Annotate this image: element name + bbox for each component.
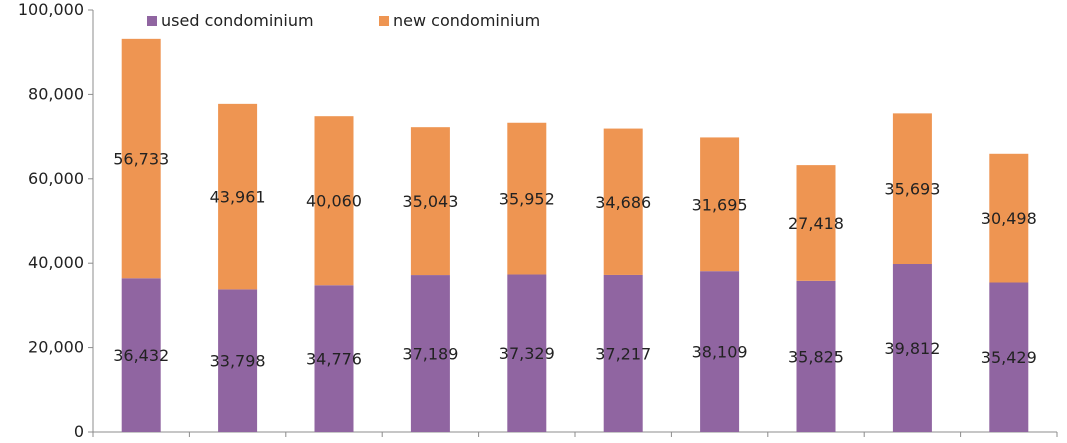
bar-new-condominium	[314, 116, 354, 286]
bar-new-condominium	[603, 128, 643, 275]
legend-swatch	[379, 16, 389, 26]
bar-used-condominium	[218, 289, 258, 432]
data-label-new-condominium: 40,060	[306, 192, 362, 211]
data-label-new-condominium: 31,695	[692, 195, 748, 214]
bar-new-condominium	[121, 38, 161, 279]
data-label-used-condominium: 34,776	[306, 350, 362, 369]
bar-used-condominium	[989, 282, 1029, 432]
bar-used-condominium	[121, 278, 161, 432]
bar-used-condominium	[892, 263, 932, 432]
x-axis	[92, 431, 1058, 437]
bar-used-condominium	[314, 285, 354, 432]
data-label-new-condominium: 35,043	[402, 192, 458, 211]
y-tick-label: 100,000	[18, 0, 84, 19]
bar-new-condominium	[700, 137, 740, 272]
data-label-used-condominium: 35,429	[981, 348, 1037, 367]
data-label-used-condominium: 37,189	[402, 345, 458, 364]
legend-item: new condominium	[379, 11, 540, 30]
y-tick-label: 60,000	[28, 169, 84, 188]
legend-item: used condominium	[147, 11, 314, 30]
y-tick-label: 20,000	[28, 338, 84, 357]
data-label-new-condominium: 35,952	[499, 190, 555, 209]
data-label-new-condominium: 43,961	[210, 188, 266, 207]
data-label-new-condominium: 56,733	[113, 150, 169, 169]
y-axis: 0 20,000 40,000 60,000 80,000 100,000	[18, 0, 94, 441]
data-label-used-condominium: 36,432	[113, 346, 169, 365]
legend-swatch	[147, 16, 157, 26]
y-tick-label: 0	[74, 422, 84, 441]
bar-new-condominium	[507, 122, 547, 275]
bar-new-condominium	[989, 153, 1029, 283]
data-label-used-condominium: 37,329	[499, 344, 555, 363]
data-label-new-condominium: 30,498	[981, 209, 1037, 228]
bar-new-condominium	[796, 165, 836, 281]
data-label-used-condominium: 38,109	[692, 343, 748, 362]
data-label-new-condominium: 35,693	[884, 180, 940, 199]
bars	[121, 38, 1029, 432]
bar-new-condominium	[410, 127, 450, 276]
data-label-new-condominium: 34,686	[595, 193, 651, 212]
bar-new-condominium	[892, 113, 932, 264]
data-label-used-condominium: 37,217	[595, 344, 651, 363]
legend-label: new condominium	[393, 11, 540, 30]
data-label-used-condominium: 39,812	[884, 339, 940, 358]
data-label-used-condominium: 33,798	[210, 352, 266, 371]
data-label-used-condominium: 35,825	[788, 347, 844, 366]
bar-new-condominium	[218, 103, 258, 290]
bar-used-condominium	[410, 275, 450, 432]
legend-label: used condominium	[161, 11, 314, 30]
bar-used-condominium	[603, 274, 643, 432]
bar-used-condominium	[700, 271, 740, 432]
bar-used-condominium	[507, 274, 547, 432]
y-tick-label: 40,000	[28, 253, 84, 272]
y-tick-label: 80,000	[28, 84, 84, 103]
data-labels: 36,432 56,733 33,798 43,961 34,776 40,060 37,1…	[113, 150, 1037, 371]
legend: used condominium new condominium	[147, 11, 540, 30]
data-label-new-condominium: 27,418	[788, 214, 844, 233]
bar-used-condominium	[796, 280, 836, 432]
